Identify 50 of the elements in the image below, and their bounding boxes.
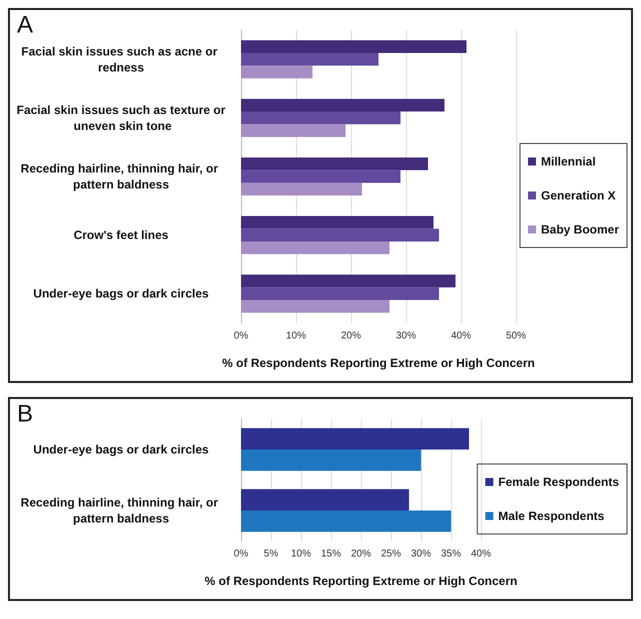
y-tick-label: Crow's feet lines xyxy=(74,228,169,242)
bar xyxy=(241,182,362,196)
bar xyxy=(241,170,400,183)
x-tick-label: 5% xyxy=(264,548,278,560)
x-tick-label: 20% xyxy=(350,548,372,560)
y-tick-label: Facial skin issues such as acne or redness xyxy=(21,44,221,74)
x-tick-label: 50% xyxy=(506,330,526,342)
x-tick-label: 0% xyxy=(234,548,248,560)
x-tick-label: 15% xyxy=(320,548,342,560)
bar xyxy=(241,287,439,300)
y-tick-label: Under-eye bags or dark circles xyxy=(33,442,210,456)
bar xyxy=(241,489,409,510)
y-tick-label: Under-eye bags or dark circles xyxy=(33,286,210,301)
bar xyxy=(241,52,378,66)
bar xyxy=(241,98,444,112)
x-tick-label: 40% xyxy=(450,330,472,342)
x-tick-label: 30% xyxy=(410,548,432,560)
text: B xyxy=(17,400,34,428)
bar xyxy=(241,510,451,532)
x-tick-label: 35% xyxy=(440,548,462,560)
bar xyxy=(241,112,400,124)
bar xyxy=(241,450,421,471)
bar xyxy=(241,40,466,53)
x-tick-label: 0% xyxy=(234,330,248,342)
y-tick-label: Receding hairline, thinning hair, or pattern baldness xyxy=(20,496,222,526)
legend-label: Baby Boomer xyxy=(540,222,620,236)
bar xyxy=(241,428,469,450)
bar xyxy=(241,274,456,288)
x-tick-label: 40% xyxy=(470,548,492,560)
legend-label: Millennial xyxy=(540,154,596,168)
x-tick-label: 25% xyxy=(380,548,402,560)
bar xyxy=(241,216,434,229)
bar xyxy=(241,241,390,254)
bar xyxy=(241,300,390,313)
x-tick-label: 30% xyxy=(396,330,416,342)
x-tick-label: 20% xyxy=(340,330,362,342)
y-tick-label: Receding hairline, thinning hair, or pattern baldness xyxy=(20,162,222,192)
x-tick-label: 10% xyxy=(286,330,306,342)
x-axis-title: % of Respondents Reporting Extreme or High Concern xyxy=(222,356,535,370)
bar xyxy=(241,66,312,78)
bar xyxy=(241,157,428,170)
text: A xyxy=(17,12,34,38)
y-tick-label: Facial skin issues such as texture or uneven skin tone xyxy=(16,102,226,133)
legend-label: Female Respondents xyxy=(498,475,620,489)
bar xyxy=(241,228,439,242)
x-axis-title: % of Respondents Reporting Extreme or High Concern xyxy=(204,574,518,588)
bar xyxy=(241,124,346,137)
legend-label: Male Respondents xyxy=(498,509,605,523)
x-tick-label: 10% xyxy=(290,548,312,560)
legend-label: Generation X xyxy=(540,188,616,202)
